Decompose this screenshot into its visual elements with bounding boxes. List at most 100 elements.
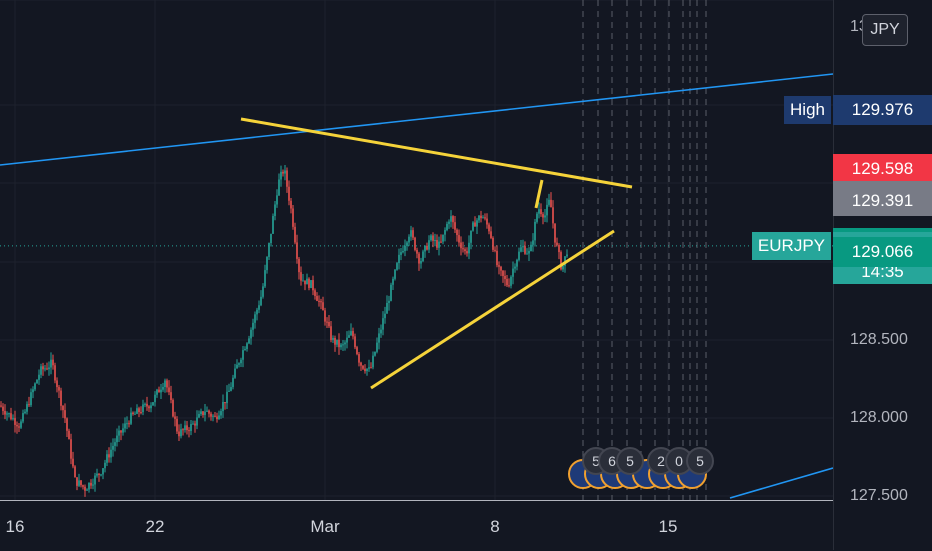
- candle-body: [50, 359, 52, 368]
- price-tag[interactable]: 129.066: [833, 236, 932, 267]
- event-count-badge[interactable]: 0: [665, 447, 693, 475]
- candle-body: [246, 343, 248, 350]
- candle-body: [68, 430, 70, 440]
- candle-body: [156, 389, 158, 395]
- candle-body: [18, 426, 20, 428]
- y-tick-label: 127.500: [850, 487, 908, 504]
- candle-body: [174, 416, 176, 419]
- candle-body: [314, 290, 316, 296]
- candle-body: [432, 235, 434, 241]
- candle-body: [338, 339, 340, 348]
- chart-canvas[interactable]: [0, 0, 833, 500]
- candle-body: [230, 387, 232, 391]
- series-label: EURJPY: [751, 231, 831, 260]
- candle-body: [244, 349, 246, 351]
- candle-body: [46, 368, 48, 370]
- candlestick-series: [0, 165, 568, 497]
- candle-body: [236, 364, 238, 369]
- candle-body: [152, 402, 154, 406]
- candle-body: [202, 411, 204, 415]
- candle-body: [130, 412, 132, 424]
- candle-body: [438, 241, 440, 248]
- candle-body: [134, 413, 136, 415]
- candle-body: [26, 404, 28, 412]
- candle-body: [118, 430, 120, 436]
- small-yellow-line: [534, 179, 544, 209]
- candle-body: [296, 242, 298, 259]
- candle-body: [498, 265, 500, 267]
- candle-body: [248, 338, 250, 344]
- candle-body: [398, 254, 400, 264]
- candle-body: [490, 231, 492, 238]
- candle-body: [146, 403, 148, 407]
- candle-body: [266, 256, 268, 271]
- candle-body: [168, 387, 170, 393]
- event-count-badge[interactable]: 5: [616, 447, 644, 475]
- candle-body: [254, 314, 256, 323]
- x-tick-label: 22: [145, 517, 165, 536]
- drawings-layer[interactable]: [0, 73, 833, 499]
- candle-body: [180, 429, 182, 437]
- event-vertical-lines: [0, 0, 833, 500]
- candle-body: [100, 474, 102, 476]
- candle-body: [62, 405, 64, 411]
- candle-body: [140, 412, 142, 414]
- candle-body: [226, 391, 228, 404]
- candle-body: [358, 354, 360, 363]
- candle-body: [52, 359, 54, 366]
- candle-body: [252, 322, 254, 330]
- candle-body: [356, 347, 358, 355]
- candle-body: [410, 230, 412, 237]
- candle-body: [284, 170, 286, 174]
- channel-line-upper: [0, 73, 833, 166]
- candle-body: [200, 411, 202, 414]
- candle-body: [388, 300, 390, 303]
- candle-body: [6, 413, 8, 415]
- candle-body: [456, 229, 458, 236]
- candle-body: [360, 362, 362, 366]
- candle-body: [512, 268, 514, 277]
- candle-body: [182, 429, 184, 431]
- candle-body: [448, 221, 450, 224]
- candle-body: [234, 368, 236, 378]
- candle-body: [548, 199, 550, 205]
- candle-body: [288, 186, 290, 201]
- candle-body: [478, 215, 480, 221]
- candle-body: [396, 263, 398, 270]
- time-axis[interactable]: 16 22 Mar 8 15: [0, 500, 833, 551]
- candle-body: [138, 408, 140, 413]
- candle-body: [464, 249, 466, 252]
- y-tick-label: 128.000: [850, 409, 908, 426]
- candle-body: [452, 216, 454, 223]
- candle-body: [256, 309, 258, 315]
- candle-body: [96, 473, 98, 476]
- candle-body: [486, 218, 488, 225]
- candle-body: [376, 342, 378, 352]
- candle-body: [346, 337, 348, 343]
- candle-body: [302, 280, 304, 282]
- candle-body: [178, 431, 180, 437]
- candle-body: [212, 415, 214, 417]
- candle-body: [104, 462, 106, 469]
- candle-body: [504, 275, 506, 280]
- price-tag[interactable]: 129.391: [833, 186, 932, 216]
- triangle-upper-line: [240, 117, 633, 189]
- candle-body: [426, 245, 428, 250]
- candle-body: [460, 242, 462, 249]
- candle-body: [262, 286, 264, 297]
- candle-body: [286, 170, 288, 187]
- candle-body: [190, 424, 192, 431]
- candle-body: [462, 248, 464, 250]
- candle-body: [354, 336, 356, 348]
- candle-body: [430, 235, 432, 241]
- event-count-badge[interactable]: 5: [686, 447, 714, 475]
- candle-body: [532, 240, 534, 245]
- candle-body: [86, 489, 88, 491]
- candle-body: [272, 216, 274, 234]
- candle-body: [400, 252, 402, 255]
- price-tag[interactable]: 129.598: [833, 153, 932, 184]
- price-tag[interactable]: 129.976: [833, 94, 932, 125]
- candle-body: [454, 222, 456, 230]
- candle-body: [538, 209, 540, 214]
- currency-badge[interactable]: JPY: [862, 14, 908, 46]
